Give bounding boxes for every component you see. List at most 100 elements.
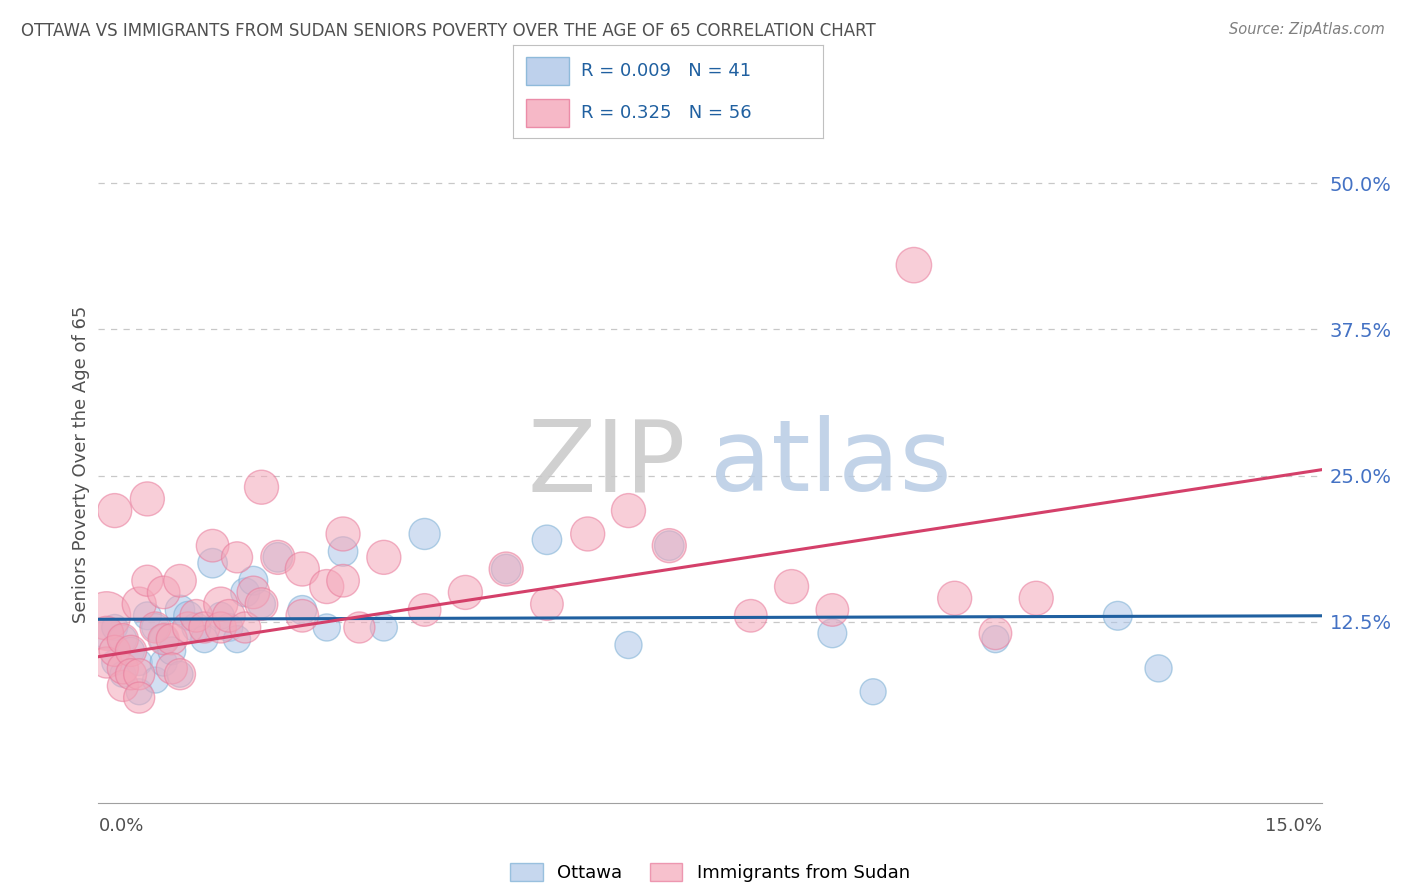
Text: 0.0%: 0.0% <box>98 817 143 835</box>
Point <box>821 603 844 617</box>
Point <box>373 620 395 634</box>
Point <box>242 585 264 599</box>
Text: R = 0.009   N = 41: R = 0.009 N = 41 <box>581 62 751 79</box>
Point <box>96 626 118 640</box>
Text: 15.0%: 15.0% <box>1264 817 1322 835</box>
Point <box>291 608 314 623</box>
Point <box>943 591 966 606</box>
Point <box>128 656 150 670</box>
Point <box>111 667 134 681</box>
Point <box>120 644 142 658</box>
Point <box>96 626 118 640</box>
Point <box>201 556 224 570</box>
Point <box>332 574 354 588</box>
Point <box>169 667 191 681</box>
Point <box>128 685 150 699</box>
Point <box>413 527 436 541</box>
FancyBboxPatch shape <box>526 57 569 85</box>
Point <box>233 585 256 599</box>
Point <box>160 644 183 658</box>
Point <box>111 679 134 693</box>
Point <box>780 580 803 594</box>
Point <box>160 632 183 647</box>
Point <box>332 527 354 541</box>
Point <box>658 539 681 553</box>
Point <box>169 667 191 681</box>
Point <box>267 550 290 565</box>
Point <box>111 661 134 675</box>
Point <box>111 632 134 647</box>
Point <box>152 632 174 647</box>
Point <box>104 503 127 517</box>
Point <box>267 550 290 565</box>
Point <box>332 544 354 558</box>
Point <box>315 620 337 634</box>
Point <box>536 533 558 547</box>
Point <box>226 632 249 647</box>
Point <box>160 661 183 675</box>
Point <box>186 608 208 623</box>
Text: OTTAWA VS IMMIGRANTS FROM SUDAN SENIORS POVERTY OVER THE AGE OF 65 CORRELATION C: OTTAWA VS IMMIGRANTS FROM SUDAN SENIORS … <box>21 22 876 40</box>
Point <box>128 667 150 681</box>
Point <box>495 562 517 576</box>
Point <box>201 539 224 553</box>
Point <box>152 585 174 599</box>
Point <box>152 656 174 670</box>
Point <box>218 620 240 634</box>
Point <box>177 620 200 634</box>
Point <box>349 620 371 634</box>
Point <box>250 597 273 611</box>
Point <box>291 603 314 617</box>
Point <box>193 632 215 647</box>
Point <box>315 580 337 594</box>
Point <box>186 620 208 634</box>
Point <box>821 626 844 640</box>
Point <box>169 574 191 588</box>
Point <box>617 503 640 517</box>
Point <box>862 685 884 699</box>
Point <box>177 608 200 623</box>
Point <box>209 620 232 634</box>
Point <box>96 608 118 623</box>
Point <box>218 608 240 623</box>
Point <box>104 644 127 658</box>
Point <box>903 258 925 272</box>
Point <box>291 562 314 576</box>
Point <box>576 527 599 541</box>
Point <box>242 574 264 588</box>
Point <box>104 656 127 670</box>
Point <box>1147 661 1170 675</box>
Point <box>145 673 167 687</box>
Point <box>152 632 174 647</box>
Point <box>495 562 517 576</box>
Point <box>233 620 256 634</box>
Y-axis label: Seniors Poverty Over the Age of 65: Seniors Poverty Over the Age of 65 <box>72 305 90 623</box>
Point <box>250 597 273 611</box>
Point <box>536 597 558 611</box>
Point <box>145 620 167 634</box>
Point <box>209 608 232 623</box>
Point <box>1025 591 1047 606</box>
Point <box>984 632 1007 647</box>
Point <box>1107 608 1129 623</box>
Point <box>169 603 191 617</box>
Point <box>136 574 159 588</box>
Text: Source: ZipAtlas.com: Source: ZipAtlas.com <box>1229 22 1385 37</box>
Legend: Ottawa, Immigrants from Sudan: Ottawa, Immigrants from Sudan <box>510 863 910 882</box>
Point <box>111 632 134 647</box>
Point <box>373 550 395 565</box>
Point <box>128 690 150 705</box>
Point <box>209 597 232 611</box>
Text: atlas: atlas <box>710 416 952 512</box>
Point <box>145 620 167 634</box>
Point <box>658 539 681 553</box>
Point <box>96 656 118 670</box>
FancyBboxPatch shape <box>526 99 569 127</box>
Point <box>136 608 159 623</box>
Point <box>617 638 640 652</box>
Point <box>136 491 159 506</box>
Point <box>250 480 273 494</box>
Point <box>740 608 762 623</box>
Text: R = 0.325   N = 56: R = 0.325 N = 56 <box>581 104 752 122</box>
Point <box>120 644 142 658</box>
